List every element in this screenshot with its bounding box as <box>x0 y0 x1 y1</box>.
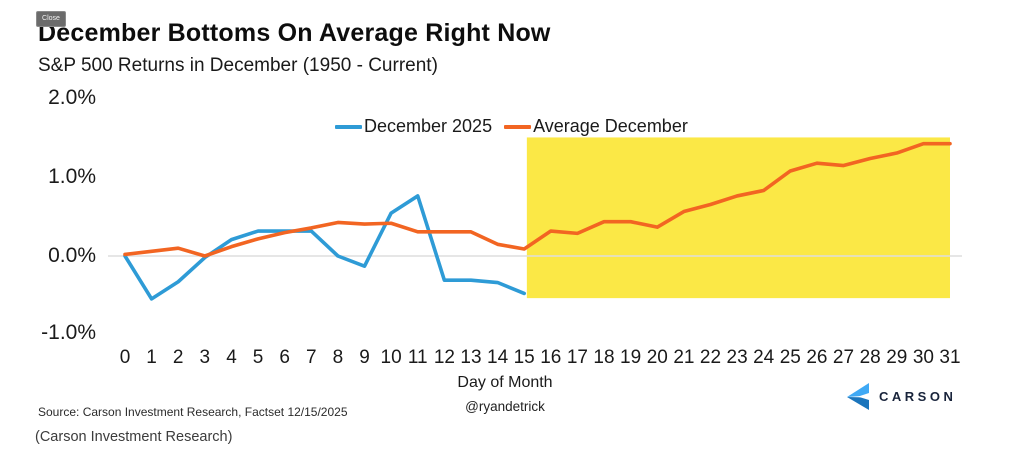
twitter-handle: @ryandetrick <box>465 399 545 414</box>
x-tick-label-7: 7 <box>306 347 317 368</box>
series-line-average-december <box>123 141 952 258</box>
x-tick-label-11: 11 <box>407 347 428 368</box>
x-tick-label-12: 12 <box>433 347 455 368</box>
x-tick-label-20: 20 <box>646 347 668 368</box>
x-tick-label-17: 17 <box>566 347 588 368</box>
legend-label-average-december: Average December <box>533 116 688 136</box>
x-tick-label-26: 26 <box>806 347 828 368</box>
x-tick-label-16: 16 <box>540 347 562 368</box>
x-tick-label-30: 30 <box>912 347 934 368</box>
x-tick-label-3: 3 <box>199 347 211 368</box>
x-tick-label-31: 31 <box>939 347 961 368</box>
legend-item-december-2025[interactable]: December 2025 <box>335 116 492 137</box>
y-tick-label-neg1pct: -1.0% <box>41 321 96 344</box>
x-tick-label-15: 15 <box>513 347 535 368</box>
chart-title: December Bottoms On Average Right Now <box>38 19 551 47</box>
source-note: Source: Carson Investment Research, Fact… <box>38 405 348 419</box>
x-tick-label-19: 19 <box>620 347 642 368</box>
chart-legend: December 2025 Average December <box>335 116 700 137</box>
x-tick-label-10: 10 <box>380 347 402 368</box>
x-tick-label-29: 29 <box>886 347 908 368</box>
line-chart-plot-area <box>108 137 962 301</box>
x-tick-label-1: 1 <box>146 347 157 368</box>
carson-logo: CARSON <box>846 383 956 410</box>
image-caption: (Carson Investment Research) <box>35 429 233 445</box>
x-tick-label-25: 25 <box>779 347 801 368</box>
x-tick-label-8: 8 <box>332 347 344 368</box>
x-tick-label-13: 13 <box>460 347 482 368</box>
x-tick-label-14: 14 <box>487 347 509 368</box>
x-tick-label-0: 0 <box>119 347 131 368</box>
x-tick-label-6: 6 <box>279 347 290 368</box>
carson-logo-text: CARSON <box>879 389 957 404</box>
close-button[interactable]: Close <box>36 11 66 27</box>
x-tick-label-9: 9 <box>359 347 370 368</box>
legend-swatch-december-2025 <box>335 124 362 129</box>
carson-chevron-part <box>847 383 869 397</box>
y-tick-label-1pct: 1.0% <box>48 165 96 188</box>
x-tick-label-4: 4 <box>226 347 237 368</box>
x-tick-label-28: 28 <box>859 347 881 368</box>
carson-chevron-icon <box>847 383 869 410</box>
x-axis-title: Day of Month <box>457 374 553 391</box>
x-tick-label-5: 5 <box>252 347 264 368</box>
x-tick-label-23: 23 <box>726 347 748 368</box>
highlight-region <box>526 137 950 299</box>
x-tick-label-18: 18 <box>593 347 615 368</box>
carson-chevron-part <box>858 393 869 400</box>
x-tick-label-24: 24 <box>753 347 775 368</box>
x-tick-label-2: 2 <box>172 347 184 368</box>
y-tick-label-0pct: 0.0% <box>48 244 96 267</box>
x-tick-label-22: 22 <box>699 347 722 368</box>
legend-item-average-december[interactable]: Average December <box>504 116 688 137</box>
y-tick-label-2pct: 2.0% <box>48 86 96 109</box>
chart-subtitle: S&P 500 Returns in December (1950 - Curr… <box>38 55 438 76</box>
carson-chevron-part <box>847 397 869 410</box>
legend-label-december-2025: December 2025 <box>364 116 493 136</box>
x-tick-label-27: 27 <box>832 347 855 368</box>
series-line-december-2025 <box>123 194 526 301</box>
x-tick-label-21: 21 <box>673 347 695 368</box>
legend-swatch-average-december <box>504 124 532 129</box>
